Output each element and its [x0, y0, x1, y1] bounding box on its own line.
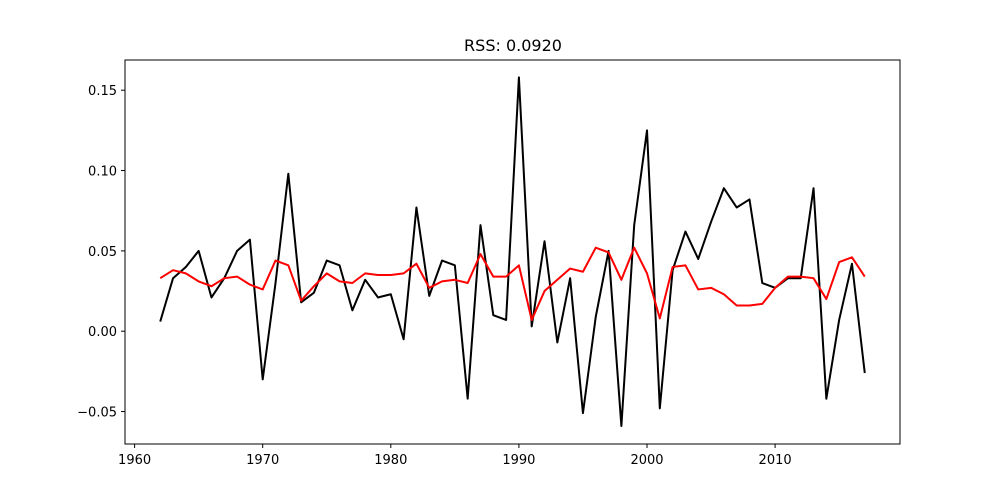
x-tick-label: 2010	[759, 453, 792, 468]
axes: 1960 1970 1980 1990 2000 2010 −0.05 0.00 0.05 0.1…	[77, 59, 901, 468]
y-tick-label: 0.10	[88, 165, 117, 180]
series-line-2	[159, 246, 866, 321]
chart-title: RSS: 0.0920	[464, 36, 562, 55]
y-tick-label: 0.05	[88, 245, 117, 260]
x-tick-label: 1990	[502, 453, 535, 468]
y-tick-label: −0.05	[77, 406, 117, 421]
series-line-1	[159, 76, 866, 428]
y-tick-label: 0.15	[88, 84, 117, 99]
y-tick-label: 0.00	[88, 325, 117, 340]
x-tick-label: 1970	[246, 453, 279, 468]
x-tick-label: 1980	[374, 453, 407, 468]
x-tick-label: 1960	[118, 453, 151, 468]
x-tick-label: 2000	[630, 453, 663, 468]
plot-frame	[124, 59, 901, 445]
plot-marks	[159, 76, 866, 428]
